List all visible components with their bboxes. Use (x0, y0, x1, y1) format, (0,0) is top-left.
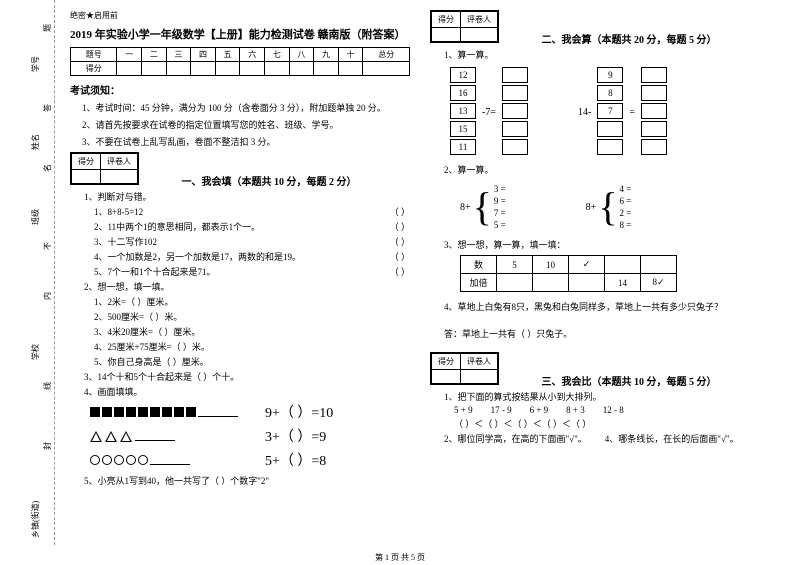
th: 四 (191, 48, 216, 62)
cmp2: 2、哪位同学高，在高的下面画"√"。 4、哪条线长，在长的后面画"√"。 (444, 432, 770, 445)
th: 六 (240, 48, 265, 62)
q-item: 2、11中两个1的意思相同，都表示1个一。（ ） (94, 220, 410, 233)
q2-head: 2、想一想，填一填。 (84, 280, 410, 293)
q3: 3、14个十和5个十合起来是（ ）个十。 (84, 370, 410, 383)
th: 九 (314, 48, 339, 62)
sc-h: 得分 (72, 154, 101, 170)
th: 十 (338, 48, 363, 62)
brace-calc: 8+ { 4 = 6 = 2 = 8 = (586, 184, 632, 230)
calc3-head: 3、想一想，算一算，填一填： (444, 238, 770, 251)
instruction: 3、不要在试卷上乱写乱画，卷面不整洁扣 3 分。 (82, 135, 410, 148)
margin-lbl: 学号 (30, 56, 41, 72)
calc2-head: 2、算一算。 (444, 163, 770, 176)
brace-calc: 8+ { 3 = 9 = 7 = 5 = (460, 184, 506, 230)
margin-lbl: 封 (42, 442, 53, 450)
td: 得分 (71, 62, 117, 76)
section-2-title: 二、我会算（本题共 20 分，每题 5 分） (542, 31, 717, 46)
shape-row: 9+（ ）=10 (90, 402, 410, 422)
page-footer: 第 1 页 共 5 页 (0, 552, 800, 563)
table-row: 数 5 10 ✓ (461, 256, 677, 274)
margin-lbl: 乡镇(街道) (30, 501, 41, 538)
q-item: 1、2米=（ ）厘米。 (94, 295, 410, 308)
q-item: 3、4米20厘米=（ ）厘米。 (94, 325, 410, 338)
q-item: 2、500厘米=（ ）米。 (94, 310, 410, 323)
page-content: 绝密★启用前 2019 年实验小学一年级数学【上册】能力检测试卷 赣南版（附答案… (0, 0, 800, 545)
margin-lbl: 姓名 (30, 134, 41, 150)
th: 一 (117, 48, 142, 62)
score-box: 得分评卷人 (70, 152, 139, 185)
eq: 5+（ ）=8 (265, 450, 326, 470)
table-row: 题号 一 二 三 四 五 六 七 八 九 十 总分 (71, 48, 410, 62)
left-column: 绝密★启用前 2019 年实验小学一年级数学【上册】能力检测试卷 赣南版（附答案… (60, 10, 420, 545)
q4: 4、画面填填。 (84, 385, 410, 398)
cmp1-head: 1、把下面的算式按结果从小到大排列。 (444, 390, 770, 403)
margin-lbl: 内 (42, 292, 53, 300)
margin-lbl: 答 (42, 104, 53, 112)
score-box: 得分评卷人 (430, 10, 499, 43)
score-table: 题号 一 二 三 四 五 六 七 八 九 十 总分 得分 (70, 47, 410, 76)
seal-note: 绝密★启用前 (70, 10, 410, 21)
q5: 5、小亮从1写到40，他一共写了（ ）个数字"2" (84, 474, 410, 487)
calc1-head: 1、算一算。 (444, 48, 770, 61)
section-3-title: 三、我会比（本题共 10 分，每题 5 分） (542, 373, 717, 388)
th: 五 (215, 48, 240, 62)
margin-lbl: 不 (42, 242, 53, 250)
q-item: 1、8+8-5=12（ ） (94, 205, 410, 218)
margin-lbl: 线 (42, 382, 53, 390)
th: 三 (166, 48, 191, 62)
th: 八 (289, 48, 314, 62)
calc4-q: 4、草地上白兔有8只，黑兔和白兔同样多，草地上一共有多少只兔子？ (444, 300, 770, 313)
q1-head: 1、判断对与错。 (84, 190, 410, 203)
th: 七 (265, 48, 290, 62)
margin-lbl: 班级 (30, 209, 41, 225)
th: 二 (142, 48, 167, 62)
instruction: 1、考试时间：45 分钟，满分为 100 分（含卷面分 3 分），附加题单独 2… (82, 101, 410, 114)
q-item: 5、你自己身高是（ ）厘米。 (94, 355, 410, 368)
calc4-ans: 答：草地上一共有（ ）只兔子。 (444, 327, 770, 340)
exam-title: 2019 年实验小学一年级数学【上册】能力检测试卷 赣南版（附答案） (70, 26, 410, 42)
table-row: 得分 (71, 62, 410, 76)
q-item: 5、7个一和1个十合起来是71。（ ） (94, 265, 410, 278)
binding-margin: 题 学号 答 姓名 名 班级 不 内 学校 线 封 乡镇(街道) (0, 0, 55, 545)
q-item: 4、一个加数是2，另一个加数是17，两数的和是19。（ ） (94, 250, 410, 263)
right-column: 得分评卷人 二、我会算（本题共 20 分，每题 5 分） 1、算一算。 12 1… (420, 10, 780, 545)
eq: 9+（ ）=10 (265, 402, 333, 422)
eq: 3+（ ）=9 (265, 426, 326, 446)
margin-lbl: 名 (42, 164, 53, 172)
q-item: 3、十二写作102（ ） (94, 235, 410, 248)
instructions-heading: 考试须知： (70, 82, 410, 97)
shape-row: 5+（ ）=8 (90, 450, 410, 470)
margin-lbl: 学校 (30, 344, 41, 360)
margin-lbl: 题 (42, 24, 53, 32)
instruction: 2、请首先按要求在试卷的指定位置填写您的姓名、班级、学号。 (82, 118, 410, 131)
sc-h: 评卷人 (101, 154, 138, 170)
q-item: 4、25厘米+75厘米=（ ）米。 (94, 340, 410, 353)
th: 题号 (71, 48, 117, 62)
double-table: 数 5 10 ✓ 加倍 14 8✓ (460, 255, 677, 292)
cmp1-blanks: （ ）＜（ ）＜（ ）＜（ ）＜（ ） (454, 417, 770, 430)
score-box: 得分评卷人 (430, 352, 499, 385)
th: 总分 (363, 48, 410, 62)
cmp1-expr: 5 + 9 17 - 9 6 + 9 8 + 3 12 - 8 (454, 405, 770, 415)
calc1-body: 12 16 13 15 11 -7= 14- 9 8 7 (450, 67, 770, 157)
shape-row: 3+（ ）=9 (90, 426, 410, 446)
table-row: 加倍 14 8✓ (461, 274, 677, 292)
section-1-title: 一、我会填（本题共 10 分，每题 2 分） (182, 173, 357, 188)
